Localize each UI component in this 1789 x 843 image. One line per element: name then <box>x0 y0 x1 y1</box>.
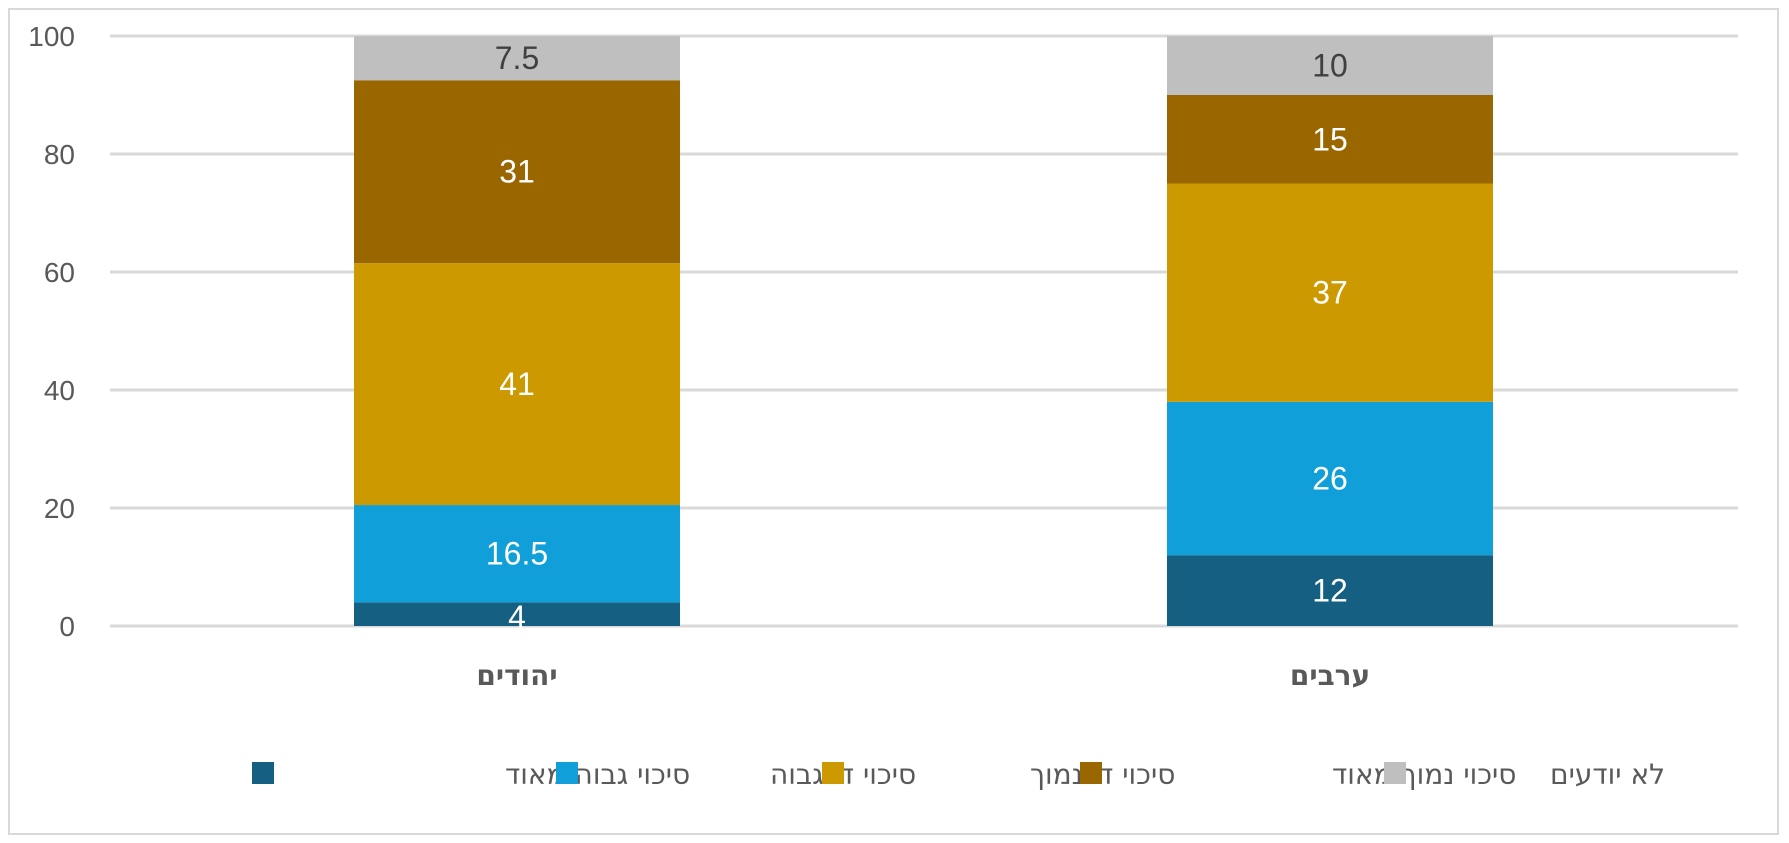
y-tick-label: 40 <box>44 375 75 406</box>
bar-segment <box>354 36 680 81</box>
data-label: 31 <box>499 154 535 190</box>
y-tick-label: 20 <box>44 493 75 524</box>
data-label: 26 <box>1312 461 1348 497</box>
bar-segment <box>1167 95 1493 184</box>
legend-label: סיכוי די נמוך <box>1030 758 1175 791</box>
legend-label: סיכוי נמוך מאוד <box>1332 758 1516 791</box>
y-tick-label: 0 <box>59 611 75 642</box>
y-tick-label: 100 <box>28 21 75 52</box>
legend-swatch <box>1080 762 1102 784</box>
category-label: ערבים <box>1290 659 1370 692</box>
bars <box>354 36 1493 626</box>
y-tick-label: 60 <box>44 257 75 288</box>
data-label: 41 <box>499 366 535 402</box>
bar-segment <box>1167 555 1493 626</box>
legend-swatch <box>1384 762 1406 784</box>
data-label: 37 <box>1312 275 1348 311</box>
data-label: 10 <box>1312 48 1348 84</box>
data-label: 12 <box>1312 573 1348 609</box>
category-label: יהודים <box>476 659 557 692</box>
data-labels: 4 16.5 41 31 7.5 12 26 37 15 10 <box>486 40 1348 635</box>
data-label: 16.5 <box>486 536 548 572</box>
data-label: 7.5 <box>495 40 539 76</box>
bar-segment <box>1167 183 1493 402</box>
category-labels: יהודים ערבים <box>476 659 1370 692</box>
bar-segment <box>354 602 680 626</box>
legend-label: סיכוי גבוה מאוד <box>505 758 690 791</box>
bar-segment <box>354 263 680 506</box>
legend-swatch <box>556 762 578 784</box>
bar-segment <box>354 505 680 603</box>
legend-label: לא יודעים <box>1550 758 1665 791</box>
bar-segment <box>1167 401 1493 556</box>
bar-segment <box>354 80 680 264</box>
y-tick-label: 80 <box>44 139 75 170</box>
bar-segment <box>1167 36 1493 95</box>
y-axis-ticks: 0 20 40 60 80 100 <box>28 21 75 642</box>
data-label: 15 <box>1312 121 1348 157</box>
legend-swatch <box>252 762 274 784</box>
legend-swatch <box>822 762 844 784</box>
data-label: 4 <box>508 599 526 635</box>
